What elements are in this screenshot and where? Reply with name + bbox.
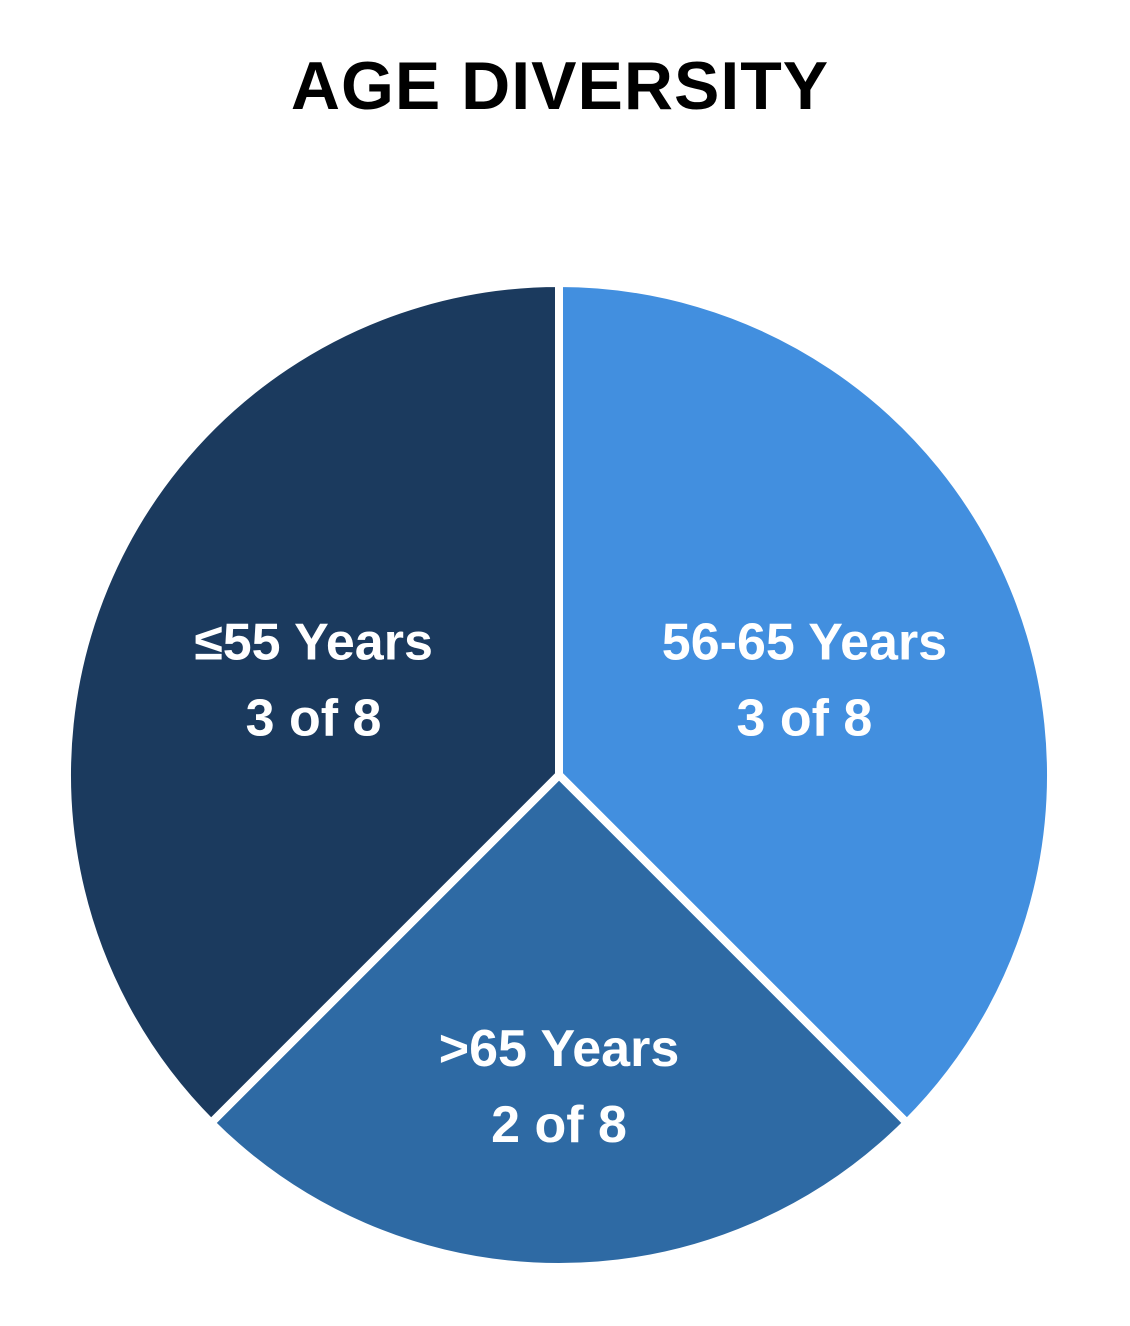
pie-slice-le55-years [62,278,563,1129]
pie-slice-56-65-years [555,278,1056,1129]
pie-labels: 56-65 Years 3 of 8 >65 Years 2 of 8 ≤55 Year… [194,613,947,1154]
slice-name-label: >65 Years [439,1020,680,1078]
slice-value-label: 2 of 8 [491,1096,627,1154]
pie-slices [62,278,1056,1272]
slice-value-label: 3 of 8 [737,689,873,747]
pie-slice-gt65-years [205,769,913,1272]
slice-name-label: 56-65 Years [662,613,947,671]
slice-value-label: 3 of 8 [246,689,382,747]
chart-title: AGE DIVERSITY [290,48,830,124]
slice-name-label: ≤55 Years [194,613,433,671]
